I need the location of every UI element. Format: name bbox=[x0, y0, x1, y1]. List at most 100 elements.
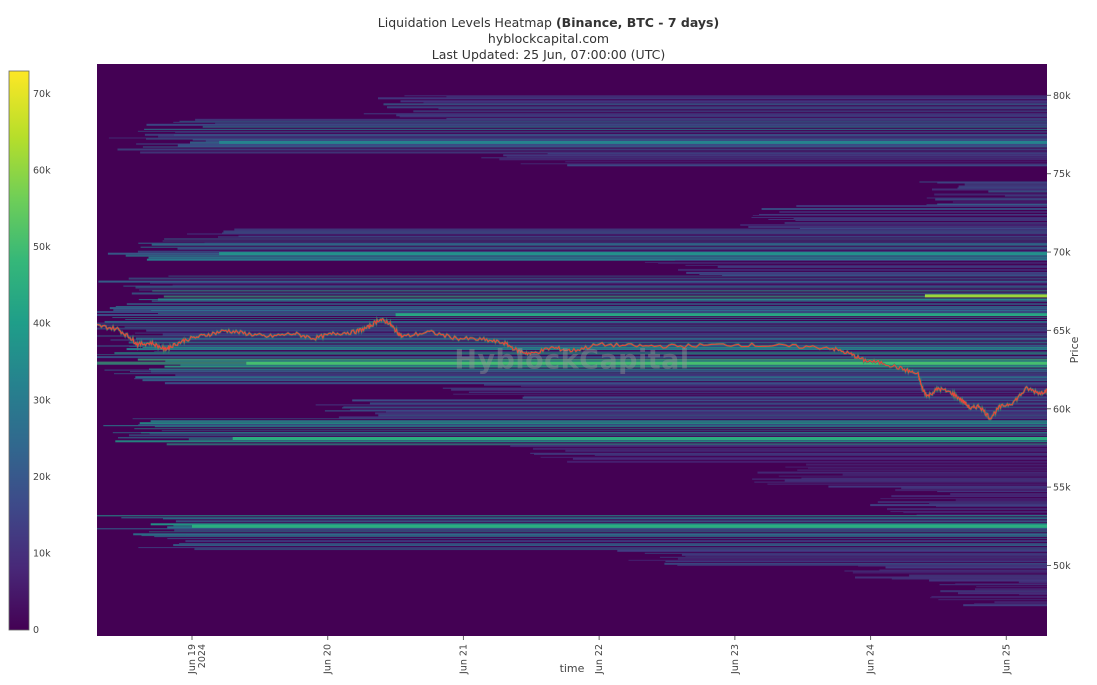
band-1-line-6 bbox=[144, 128, 1047, 130]
band-1-line-1 bbox=[179, 120, 1047, 122]
chart-title-block: Liquidation Levels Heatmap (Binance, BTC… bbox=[0, 15, 1097, 63]
band-24-line-13 bbox=[903, 512, 1047, 514]
x-tick-label-5: Jun 24 bbox=[866, 644, 877, 675]
band-10-line-1 bbox=[139, 289, 1047, 291]
band-7-line-7 bbox=[148, 256, 1047, 259]
band-2-line-7 bbox=[136, 143, 1047, 145]
band-19-line-1 bbox=[369, 402, 1047, 405]
band-24-line-14 bbox=[916, 514, 1047, 517]
band-29-line-0 bbox=[1018, 581, 1047, 584]
band-1-line-5 bbox=[202, 125, 1047, 128]
band-19-line-7 bbox=[386, 411, 1047, 413]
band-19-line-8 bbox=[375, 412, 1047, 415]
band-15-line-3 bbox=[154, 351, 1047, 353]
band-12-line-1 bbox=[97, 311, 1047, 313]
chart-subtitle: hyblockcapital.com bbox=[487, 31, 610, 46]
watermark: HyblockCapital bbox=[454, 344, 690, 376]
band-18-line-5 bbox=[453, 393, 1047, 395]
band-19-line-0 bbox=[352, 399, 1047, 402]
band-11-line-4 bbox=[109, 307, 1047, 310]
band-8-line-1 bbox=[644, 261, 1047, 263]
band-5-line-2 bbox=[779, 211, 1047, 213]
band-23-line-10 bbox=[754, 481, 1047, 483]
band-8-line-3 bbox=[685, 264, 1047, 266]
band-6-line-5 bbox=[218, 236, 1047, 238]
band-16-line-7 bbox=[104, 369, 1047, 371]
band-5-line-3 bbox=[759, 214, 1047, 215]
band-27-line-7 bbox=[665, 560, 1047, 562]
band-12-line-6 bbox=[104, 321, 1047, 323]
band-2-line-10 bbox=[117, 148, 1047, 151]
band-28-line-6 bbox=[855, 576, 1047, 579]
band-27-line-5 bbox=[677, 557, 1047, 560]
band-27-line-9 bbox=[677, 564, 1047, 566]
band-29-line-3 bbox=[976, 586, 1047, 588]
band-23-line-8 bbox=[752, 478, 1047, 480]
band-6-line-1 bbox=[223, 230, 1047, 233]
band-25-line-7 bbox=[97, 528, 1047, 530]
band-5-line-0 bbox=[796, 205, 1047, 207]
y-tick-label-0: 50k bbox=[1053, 561, 1071, 572]
highlight-band-5 bbox=[219, 252, 1047, 256]
band-20-line-5 bbox=[154, 426, 1047, 428]
band-10-line-2 bbox=[152, 290, 1047, 292]
band-29-line-1 bbox=[955, 583, 1047, 585]
band-2-line-1 bbox=[158, 135, 1047, 138]
band-22-line-6 bbox=[540, 456, 1047, 458]
band-11-line-2 bbox=[126, 303, 1047, 306]
band-23-line-7 bbox=[801, 477, 1047, 479]
x-tick-label-2: Jun 21 bbox=[458, 644, 469, 675]
band-20-line-4 bbox=[103, 425, 1047, 427]
band-26-line-3 bbox=[167, 538, 1047, 540]
band-8-line-5 bbox=[678, 268, 1047, 271]
band-29-line-5 bbox=[940, 590, 1047, 593]
band-13-line-2 bbox=[124, 326, 1047, 328]
band-29-line-9 bbox=[930, 597, 1047, 599]
band-13-line-3 bbox=[97, 327, 1047, 330]
band-15-line-1 bbox=[142, 347, 1047, 349]
band-14-line-6 bbox=[97, 345, 1047, 347]
band-7-line-1 bbox=[151, 243, 1047, 246]
band-0-line-10 bbox=[396, 114, 1047, 117]
band-24-line-9 bbox=[870, 504, 1047, 507]
band-17-line-3 bbox=[135, 376, 1047, 379]
highlight-band-1 bbox=[246, 361, 1047, 365]
band-4-line-11 bbox=[952, 201, 1047, 203]
y-tick-label-6: 80k bbox=[1053, 91, 1071, 102]
band-18-line-0 bbox=[484, 383, 1047, 386]
price-line bbox=[97, 315, 1047, 421]
x-tick-label-6: Jun 25 bbox=[1001, 644, 1012, 675]
band-13-line-4 bbox=[146, 329, 1047, 332]
band-8-line-7 bbox=[699, 273, 1047, 275]
y-tick-label-3: 65k bbox=[1053, 326, 1071, 337]
colorbar-tick-5: 50k bbox=[33, 242, 51, 253]
x-tick-label-3: Jun 22 bbox=[594, 644, 605, 675]
band-2-line-11 bbox=[140, 151, 1047, 154]
colorbar-tick-1: 10k bbox=[33, 548, 51, 559]
x-tick-label-0: Jun 19 bbox=[187, 644, 198, 675]
band-7-line-4 bbox=[137, 250, 1047, 253]
band-25-line-8 bbox=[174, 529, 1047, 532]
band-24-line-6 bbox=[955, 499, 1047, 502]
band-25-line-1 bbox=[121, 517, 1047, 519]
band-22-line-5 bbox=[594, 454, 1047, 456]
band-13-line-0 bbox=[97, 322, 1047, 324]
band-18-line-6 bbox=[523, 395, 1047, 397]
band-0-line-7 bbox=[438, 108, 1047, 110]
band-28-line-1 bbox=[885, 566, 1047, 569]
band-28-line-3 bbox=[844, 570, 1047, 572]
band-18-line-3 bbox=[451, 388, 1047, 391]
band-24-line-8 bbox=[929, 503, 1047, 505]
highlight-band-0 bbox=[924, 294, 1047, 298]
band-21-line-2 bbox=[129, 434, 1047, 437]
band-7-line-0 bbox=[138, 242, 1047, 244]
band-7-line-3 bbox=[177, 247, 1047, 250]
band-20-line-1 bbox=[150, 420, 1047, 423]
band-4-line-2 bbox=[964, 183, 1047, 186]
band-27-line-3 bbox=[685, 555, 1047, 557]
band-0-line-11 bbox=[399, 116, 1047, 118]
band-16-line-6 bbox=[149, 368, 1047, 370]
band-27-line-2 bbox=[681, 553, 1047, 556]
band-23-line-6 bbox=[778, 475, 1047, 477]
band-7-line-2 bbox=[140, 246, 1047, 248]
